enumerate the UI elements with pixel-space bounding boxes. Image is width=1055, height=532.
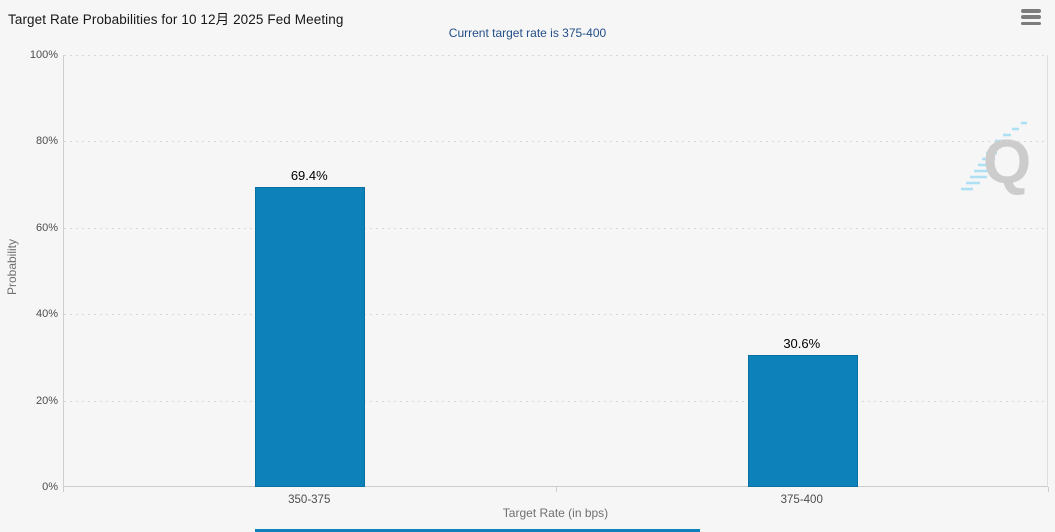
y-tick-label: 0% <box>42 481 58 493</box>
bar-value-label: 30.6% <box>783 335 821 351</box>
probability-bar[interactable] <box>255 187 366 487</box>
chart-menu-button[interactable] <box>1021 9 1043 25</box>
bar-value-label: 69.4% <box>290 168 328 184</box>
y-tick-label: 40% <box>35 308 58 321</box>
x-tick-label: 350-375 <box>288 494 331 506</box>
y-gridline <box>64 227 1047 229</box>
x-tick-mark <box>63 487 64 492</box>
y-gridline <box>64 400 1047 402</box>
y-tick-label: 20% <box>35 394 58 407</box>
y-gridline <box>64 314 1047 316</box>
quikstrike-watermark-icon: Q <box>961 121 1031 195</box>
y-tick-label: 80% <box>35 135 58 148</box>
svg-text:Q: Q <box>983 128 1031 195</box>
chart-subtitle: Current target rate is 375-400 <box>448 26 607 40</box>
y-tick-label: 100% <box>29 49 58 61</box>
x-axis-title: Target Rate (in bps) <box>502 506 609 520</box>
x-tick-label: 375-400 <box>780 494 823 506</box>
hamburger-icon <box>1021 9 1041 13</box>
y-gridline <box>64 55 1047 56</box>
horizontal-scrollbar-thumb[interactable] <box>255 529 700 532</box>
probability-bar[interactable] <box>747 354 858 487</box>
hamburger-icon <box>1021 15 1041 19</box>
x-tick-mark <box>555 487 557 492</box>
x-tick-mark <box>1048 487 1049 492</box>
plot-area: Q <box>63 55 1048 487</box>
y-gridline <box>64 141 1047 143</box>
hamburger-icon <box>1021 21 1041 25</box>
y-axis-title: Probability <box>5 238 19 296</box>
y-tick-label: 60% <box>35 221 58 234</box>
chart-title: Target Rate Probabilities for 10 12月 202… <box>8 12 344 27</box>
